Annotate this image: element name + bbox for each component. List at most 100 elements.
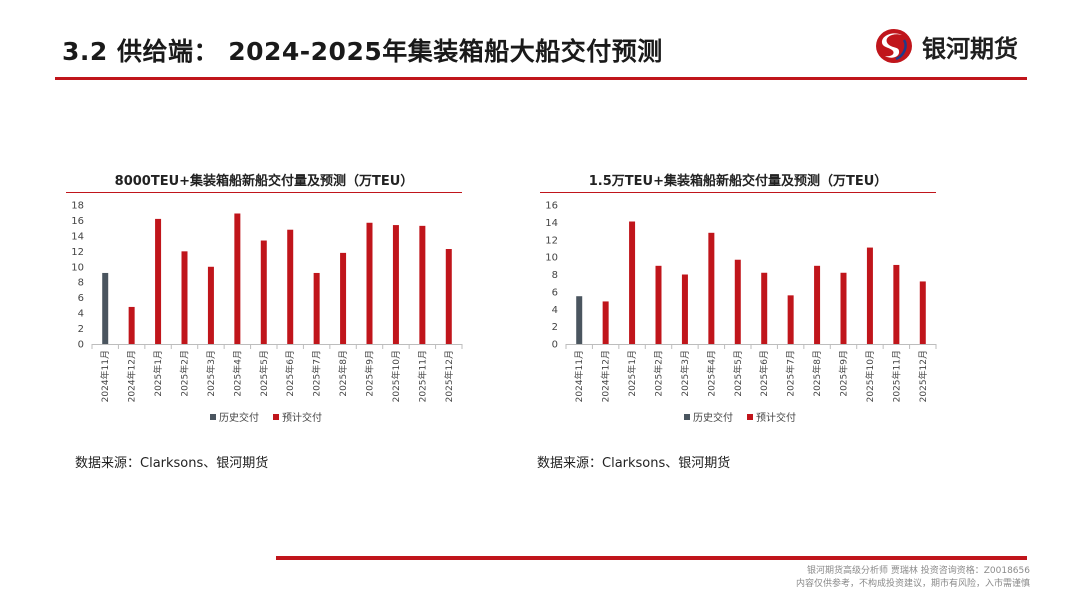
analyst-line: 银河期货高级分析师 贾瑞林 投资咨询资格：Z0018656 <box>807 566 1030 576</box>
y-tick-label: 8 <box>78 278 84 289</box>
x-category-label: 2025年4月 <box>231 350 243 397</box>
bar-forecast <box>260 240 267 344</box>
x-category-label: 2025年7月 <box>311 350 323 397</box>
bar-forecast <box>155 218 162 344</box>
bar-forecast <box>207 266 214 344</box>
galaxy-logo-icon <box>876 29 912 63</box>
bar-forecast <box>814 265 821 344</box>
bar-forecast <box>629 221 636 344</box>
x-category-label: 2024年11月 <box>573 350 585 402</box>
x-category-label: 2025年2月 <box>653 350 665 397</box>
y-tick-label: 14 <box>71 231 84 242</box>
bar-forecast <box>313 272 320 344</box>
y-tick-label: 12 <box>545 235 558 246</box>
y-tick-label: 6 <box>78 293 84 304</box>
bar-forecast <box>655 265 662 344</box>
x-category-label: 2025年11月 <box>416 350 428 402</box>
x-category-label: 2025年5月 <box>732 350 744 397</box>
y-tick-label: 4 <box>552 305 558 316</box>
bar-forecast <box>392 225 399 344</box>
y-tick-label: 12 <box>71 247 84 258</box>
x-category-label: 2025年2月 <box>179 350 191 397</box>
x-category-label: 2024年11月 <box>99 350 111 402</box>
x-category-label: 2025年10月 <box>390 350 402 402</box>
bar-history <box>576 296 583 344</box>
bar-forecast <box>734 259 741 344</box>
legend-label-history: 历史交付 <box>219 411 259 424</box>
x-category-label: 2025年3月 <box>205 350 217 397</box>
logo: 银河期货 <box>874 26 1018 66</box>
x-category-label: 2025年12月 <box>443 350 455 402</box>
legend-label-history: 历史交付 <box>693 411 733 424</box>
y-tick-label: 2 <box>78 324 84 335</box>
legend-label-forecast: 预计交付 <box>756 411 796 424</box>
y-tick-label: 10 <box>71 262 84 273</box>
legend-swatch-forecast <box>747 414 753 420</box>
y-tick-label: 0 <box>78 340 84 351</box>
x-category-label: 2025年1月 <box>152 350 164 397</box>
y-tick-label: 8 <box>552 270 558 281</box>
bar-chart-8000teu: 0 2 4 6 8 10 12 14 16 18 2024年11月 2024年12月 2025年1月 20… <box>71 201 463 424</box>
x-category-label: 2025年11月 <box>890 350 902 402</box>
bar-forecast <box>445 249 452 344</box>
header-divider <box>55 77 1027 80</box>
source-note-left: 数据来源：Clarksons、银河期货 <box>75 456 269 471</box>
y-tick-label: 16 <box>71 216 84 227</box>
x-category-label: 2025年9月 <box>838 350 850 397</box>
legend-swatch-forecast <box>273 414 279 420</box>
y-tick-label: 4 <box>78 309 84 320</box>
y-tick-label: 14 <box>545 218 558 229</box>
x-category-label: 2025年3月 <box>679 350 691 397</box>
y-tick-label: 6 <box>552 287 558 298</box>
bar-forecast <box>708 232 715 344</box>
bar-forecast <box>287 229 294 344</box>
x-category-label: 2025年7月 <box>785 350 797 397</box>
y-tick-label: 18 <box>71 201 84 212</box>
x-category-label: 2025年6月 <box>284 350 296 397</box>
bar-forecast <box>181 251 188 344</box>
logo-text: 银河期货 <box>922 34 1018 63</box>
y-tick-label: 0 <box>552 340 558 351</box>
chart-title-right: 1.5万TEU+集装箱船新船交付量及预测（万TEU） <box>588 174 888 189</box>
legend-label-forecast: 预计交付 <box>282 411 322 424</box>
bar-forecast <box>419 225 426 344</box>
footer-divider <box>276 556 1027 560</box>
bar-forecast <box>761 272 768 344</box>
chart-title-left: 8000TEU+集装箱船新船交付量及预测（万TEU） <box>114 174 414 189</box>
x-category-label: 2025年6月 <box>758 350 770 397</box>
bar-forecast <box>128 306 135 344</box>
y-tick-label: 16 <box>545 201 558 212</box>
bar-forecast <box>893 264 900 344</box>
bar-forecast <box>366 222 373 344</box>
bar-forecast <box>234 213 241 344</box>
bar-history <box>102 272 109 344</box>
x-category-label: 2025年8月 <box>337 350 349 397</box>
x-category-label: 2024年12月 <box>126 350 138 402</box>
x-category-label: 2025年8月 <box>811 350 823 397</box>
source-note-right: 数据来源：Clarksons、银河期货 <box>537 456 731 471</box>
chart-title-rule-right <box>540 192 936 193</box>
x-category-label: 2025年5月 <box>258 350 270 397</box>
x-category-label: 2025年1月 <box>626 350 638 397</box>
chart-title-rule-left <box>66 192 462 193</box>
legend-swatch-history <box>210 414 216 420</box>
bar-forecast <box>787 295 794 344</box>
x-category-label: 2025年4月 <box>705 350 717 397</box>
bar-forecast <box>681 274 688 344</box>
bar-forecast <box>919 281 926 344</box>
bar-forecast <box>602 301 609 344</box>
x-category-label: 2024年12月 <box>600 350 612 402</box>
footer-disclaimer: 银河期货高级分析师 贾瑞林 投资咨询资格：Z0018656 内容仅供参考，不构成… <box>796 565 1030 591</box>
x-category-label: 2025年9月 <box>364 350 376 397</box>
legend-swatch-history <box>684 414 690 420</box>
bar-forecast <box>340 252 347 344</box>
y-tick-label: 10 <box>545 253 558 264</box>
bar-forecast <box>866 247 873 344</box>
x-category-label: 2025年10月 <box>864 350 876 402</box>
bar-forecast <box>840 272 847 344</box>
bar-chart-15000teu: 0 2 4 6 8 10 12 14 16 2024年11月 2024年12月 2025年1月 2025… <box>545 201 937 424</box>
y-tick-label: 2 <box>552 322 558 333</box>
disclaimer-line: 内容仅供参考，不构成投资建议，期市有风险，入市需谨慎 <box>795 579 1030 589</box>
x-category-label: 2025年12月 <box>917 350 929 402</box>
page-title: 3.2 供给端： 2024-2025年集装箱船大船交付预测 <box>62 37 663 66</box>
